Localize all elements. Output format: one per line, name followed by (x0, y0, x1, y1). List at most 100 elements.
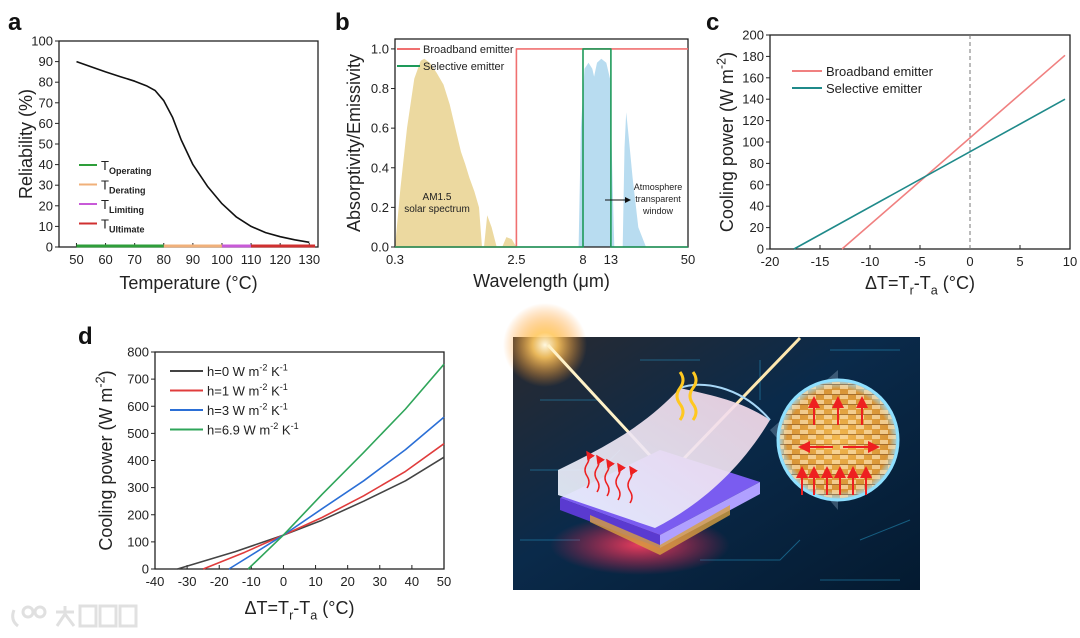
label-part: h=3 W m (207, 403, 259, 418)
label-part: -1 (280, 363, 288, 373)
annotation-solar: solar spectrum (404, 204, 470, 215)
x-axis-title: ΔT=Tr-Ta (°C) (865, 273, 975, 297)
y-axis-title: Absorptivity/Emissivity (344, 54, 364, 232)
area-solar-spectrum (395, 58, 517, 247)
x-tick-label: 40 (405, 574, 419, 589)
legend-symbol: T (101, 178, 109, 193)
label-part: -T (914, 273, 931, 293)
label-part: Cooling power (W m (717, 69, 737, 232)
legend-entry: TUltimate (101, 217, 144, 235)
y-tick-label: 0.0 (371, 240, 389, 255)
legend-subscript: Ultimate (109, 225, 145, 235)
chart-panel-c: c-20 -15 -10 -5 0 5 10020406080100120140160180… (706, 9, 1077, 297)
plot-frame (58, 40, 319, 248)
y-tick-label: 200 (742, 28, 764, 43)
y-tick-label: 60 (39, 116, 53, 131)
x-tick-label: 0 (280, 574, 287, 589)
x-tick-label: -10 (861, 254, 880, 269)
y-tick-label: 800 (127, 345, 149, 360)
y-tick-label: 0.6 (371, 121, 389, 136)
label-part: ΔT=T (245, 598, 290, 618)
label-part: -1 (280, 402, 288, 412)
label-part: -1 (291, 421, 299, 431)
label-part: r (910, 283, 914, 297)
x-tick-label: 50 (437, 574, 451, 589)
label-part: -1 (280, 382, 288, 392)
legend-entry: TLimiting (101, 197, 144, 215)
area-atmospheric-window (578, 58, 646, 247)
x-tick-label: 130 (298, 252, 320, 267)
legend-entry: TDerating (101, 178, 145, 196)
series-line-0 (841, 54, 1066, 250)
y-tick-label: 40 (750, 199, 764, 214)
legend-entry: TOperating (101, 158, 151, 176)
series-line-1 (793, 98, 1066, 250)
legend-subscript: Operating (109, 166, 152, 176)
x-tick-label: 80 (157, 252, 171, 267)
x-tick-label: 50 (69, 252, 83, 267)
y-tick-label: 50 (39, 137, 53, 152)
panel-label: c (706, 9, 719, 36)
label-part: a (310, 608, 317, 622)
watermark-logo (11, 604, 138, 628)
y-tick-label: 0.2 (371, 200, 389, 215)
legend-label: Broadband emitter (826, 64, 934, 79)
x-axis-title: Temperature (°C) (119, 273, 257, 293)
legend-subscript: Derating (109, 186, 146, 196)
label-part: h=1 W m (207, 384, 259, 399)
legend-symbol: T (101, 158, 109, 173)
y-axis-title: Cooling power (W m-2) (714, 52, 737, 232)
legend-symbol: T (101, 197, 109, 212)
x-tick-label: -20 (210, 574, 229, 589)
x-tick-label: 8 (579, 252, 586, 267)
y-tick-label: 100 (742, 135, 764, 150)
y-tick-label: 10 (39, 219, 53, 234)
annotation-window: window (642, 206, 674, 216)
chart-panel-d: d-40 -30 -20 -10 0 10 20 30 40 500100200300400500… (78, 323, 451, 622)
x-tick-label: -30 (178, 574, 197, 589)
legend-symbol: T (101, 217, 109, 232)
chart-panel-b: b 0.3 2.5 8 13 50 0.0 0.2 0.4 0.6 0.8 1.0 Wavelength… (335, 9, 695, 291)
x-tick-label: -10 (242, 574, 261, 589)
y-tick-label: 100 (31, 34, 53, 49)
legend-label: Selective emitter (423, 61, 505, 73)
legend-subscript: Limiting (109, 205, 144, 215)
series-line-0 (177, 456, 445, 570)
y-tick-label: 0.8 (371, 81, 389, 96)
label-part: -T (293, 598, 310, 618)
y-tick-label: 20 (750, 220, 764, 235)
y-tick-label: 0 (46, 240, 53, 255)
series-line-1 (395, 48, 688, 248)
y-tick-label: 20 (39, 198, 53, 213)
y-axis-title: Reliability (%) (16, 89, 36, 199)
x-tick-label: 120 (269, 252, 291, 267)
chart-panel-a: a 50 60 70 80 90 100 110 120 130 0 10 20 30 40 50 60 70 80… (8, 9, 320, 293)
plot-frame (154, 351, 445, 570)
x-tick-label: 10 (308, 574, 322, 589)
y-tick-label: 0 (142, 562, 149, 577)
x-tick-label: -20 (761, 254, 780, 269)
y-tick-label: 30 (39, 178, 53, 193)
label-part: ) (96, 370, 116, 376)
label-part: r (289, 608, 293, 622)
panel-label: d (78, 323, 93, 350)
x-tick-label: 30 (373, 574, 387, 589)
y-tick-label: 0 (757, 242, 764, 257)
label-part: a (931, 283, 938, 297)
label-part: -2 (259, 363, 267, 373)
label-part: ) (717, 52, 737, 58)
label-part: (°C) (938, 273, 975, 293)
y-tick-label: 40 (39, 157, 53, 172)
label-part: K (267, 384, 280, 399)
film-edge (679, 383, 771, 421)
legend-label: h=1 W m-2 K-1 (207, 382, 288, 398)
panel-label: a (8, 9, 22, 36)
label-part: -2 (259, 382, 267, 392)
x-tick-label: 20 (340, 574, 354, 589)
x-tick-label: 2.5 (507, 252, 525, 267)
x-axis-title: ΔT=Tr-Ta (°C) (245, 598, 355, 622)
x-tick-label: 5 (1016, 254, 1023, 269)
y-tick-label: 600 (127, 399, 149, 414)
series-line-2 (228, 416, 445, 570)
